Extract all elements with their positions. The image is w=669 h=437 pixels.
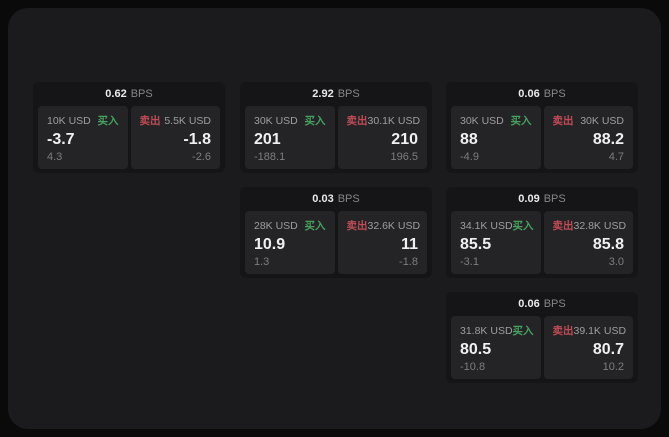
sell-side-label: 卖出 — [552, 115, 574, 127]
buy-price: 10.9 — [254, 236, 286, 253]
sell-tile[interactable]: 卖出 32.8K USD 85.8 3.0 — [543, 211, 633, 274]
quote-card-2: 2.92 BPS 30K USD 买入 201 -188.1 卖出 30.1K … — [240, 82, 432, 173]
buy-notional: 30K USD — [460, 114, 504, 127]
tiles: 30K USD 买入 201 -188.1 卖出 30.1K USD 210 1… — [245, 106, 427, 169]
buy-change: -188.1 — [254, 151, 286, 163]
sell-notional: 30.1K USD — [367, 114, 421, 127]
bps-unit: BPS — [337, 193, 360, 205]
sell-tile[interactable]: 卖出 5.5K USD -1.8 -2.6 — [130, 106, 220, 169]
buy-price: 201 — [254, 131, 281, 148]
buy-change: 4.3 — [47, 151, 63, 163]
bps-value: 0.06 — [518, 298, 540, 310]
buy-side-label: 买入 — [97, 115, 119, 127]
buy-change: -4.9 — [460, 151, 479, 163]
card-header: 0.03 BPS — [240, 187, 432, 211]
buy-side-label: 买入 — [512, 220, 534, 232]
sell-side-label: 卖出 — [139, 115, 161, 127]
buy-notional: 28K USD — [254, 219, 298, 232]
sell-price: 210 — [391, 131, 418, 148]
buy-side-label: 买入 — [304, 115, 326, 127]
buy-tile[interactable]: 34.1K USD 买入 85.5 -3.1 — [451, 211, 541, 274]
bps-value: 2.92 — [312, 88, 334, 100]
bps-unit: BPS — [543, 193, 566, 205]
sell-side-label: 卖出 — [552, 325, 574, 337]
tiles: 31.8K USD 买入 80.5 -10.8 卖出 39.1K USD 80.… — [451, 316, 633, 379]
sell-side-label: 卖出 — [552, 220, 574, 232]
buy-tile[interactable]: 30K USD 买入 201 -188.1 — [245, 106, 335, 169]
sell-change: -2.6 — [192, 151, 211, 163]
card-header: 2.92 BPS — [240, 82, 432, 106]
buy-side-label: 买入 — [304, 220, 326, 232]
sell-side-label: 卖出 — [346, 115, 368, 127]
buy-tile[interactable]: 30K USD 买入 88 -4.9 — [451, 106, 541, 169]
quote-board-panel: 0.62 BPS 10K USD 买入 -3.7 4.3 卖出 5.5K USD — [8, 8, 661, 429]
buy-price: 88 — [460, 131, 478, 148]
buy-change: -3.1 — [460, 256, 479, 268]
quote-card-6: 0.06 BPS 31.8K USD 买入 80.5 -10.8 卖出 39.1… — [446, 292, 638, 383]
bps-value: 0.03 — [312, 193, 334, 205]
bps-value: 0.06 — [518, 88, 540, 100]
tiles: 34.1K USD 买入 85.5 -3.1 卖出 32.8K USD 85.8… — [451, 211, 633, 274]
buy-price: 80.5 — [460, 341, 492, 358]
card-header: 0.62 BPS — [33, 82, 225, 106]
card-header: 0.06 BPS — [446, 292, 638, 316]
sell-price: 80.7 — [592, 341, 624, 358]
sell-price: 11 — [401, 236, 418, 253]
sell-notional: 39.1K USD — [573, 324, 627, 337]
tiles: 28K USD 买入 10.9 1.3 卖出 32.6K USD 11 -1.8 — [245, 211, 427, 274]
sell-tile[interactable]: 卖出 30K USD 88.2 4.7 — [543, 106, 633, 169]
buy-side-label: 买入 — [510, 115, 532, 127]
bps-value: 0.09 — [518, 193, 540, 205]
sell-tile[interactable]: 卖出 39.1K USD 80.7 10.2 — [543, 316, 633, 379]
sell-tile[interactable]: 卖出 32.6K USD 11 -1.8 — [337, 211, 427, 274]
buy-price: 85.5 — [460, 236, 492, 253]
bps-unit: BPS — [543, 88, 566, 100]
sell-change: 10.2 — [602, 361, 624, 373]
buy-tile[interactable]: 31.8K USD 买入 80.5 -10.8 — [451, 316, 541, 379]
tiles: 10K USD 买入 -3.7 4.3 卖出 5.5K USD -1.8 -2.… — [38, 106, 220, 169]
quote-card-4: 0.03 BPS 28K USD 买入 10.9 1.3 卖出 32.6K US… — [240, 187, 432, 278]
sell-change: 196.5 — [390, 151, 418, 163]
buy-change: -10.8 — [460, 361, 486, 373]
buy-price: -3.7 — [47, 131, 75, 148]
buy-tile[interactable]: 10K USD 买入 -3.7 4.3 — [38, 106, 128, 169]
buy-change: 1.3 — [254, 256, 270, 268]
sell-side-label: 卖出 — [346, 220, 368, 232]
sell-notional: 32.6K USD — [367, 219, 421, 232]
bps-unit: BPS — [543, 298, 566, 310]
sell-notional: 32.8K USD — [573, 219, 627, 232]
quote-card-3: 0.06 BPS 30K USD 买入 88 -4.9 卖出 30K USD — [446, 82, 638, 173]
buy-notional: 31.8K USD — [460, 324, 513, 337]
card-header: 0.09 BPS — [446, 187, 638, 211]
quote-card-1: 0.62 BPS 10K USD 买入 -3.7 4.3 卖出 5.5K USD — [33, 82, 225, 173]
buy-notional: 10K USD — [47, 114, 91, 127]
buy-notional: 34.1K USD — [460, 219, 513, 232]
sell-change: 4.7 — [608, 151, 624, 163]
tiles: 30K USD 买入 88 -4.9 卖出 30K USD 88.2 4.7 — [451, 106, 633, 169]
bps-unit: BPS — [130, 88, 153, 100]
buy-notional: 30K USD — [254, 114, 298, 127]
sell-notional: 5.5K USD — [164, 114, 211, 127]
sell-tile[interactable]: 卖出 30.1K USD 210 196.5 — [337, 106, 427, 169]
card-header: 0.06 BPS — [446, 82, 638, 106]
bps-value: 0.62 — [105, 88, 127, 100]
buy-side-label: 买入 — [512, 325, 534, 337]
sell-change: -1.8 — [399, 256, 418, 268]
buy-tile[interactable]: 28K USD 买入 10.9 1.3 — [245, 211, 335, 274]
quote-card-5: 0.09 BPS 34.1K USD 买入 85.5 -3.1 卖出 32.8K… — [446, 187, 638, 278]
sell-price: 85.8 — [592, 236, 624, 253]
sell-notional: 30K USD — [580, 114, 624, 127]
sell-price: -1.8 — [183, 131, 211, 148]
bps-unit: BPS — [337, 88, 360, 100]
sell-price: 88.2 — [592, 131, 624, 148]
sell-change: 3.0 — [608, 256, 624, 268]
